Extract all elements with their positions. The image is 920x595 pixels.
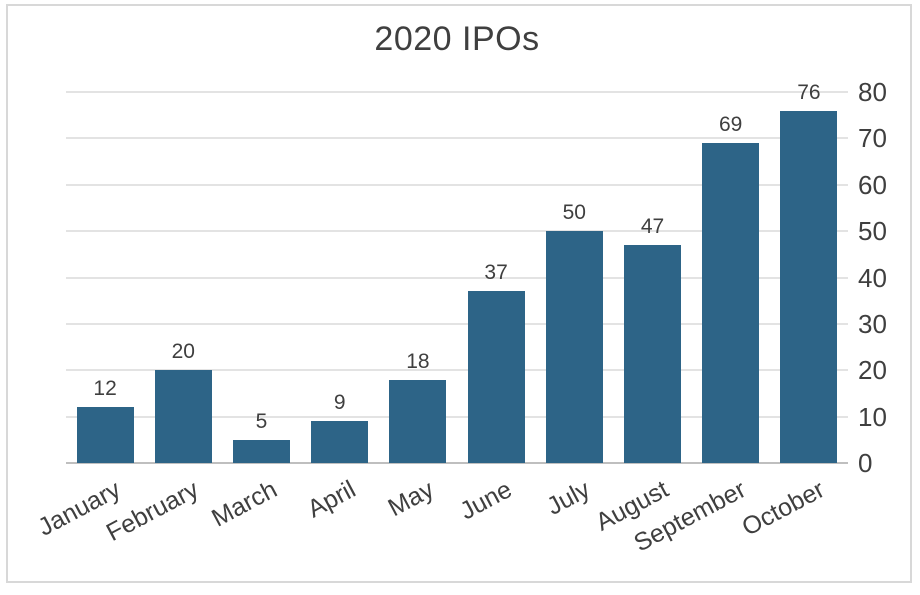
y-axis: 0 10 20 30 40 50 60 70 80 <box>858 0 918 595</box>
bar-value-label: 37 <box>484 261 508 285</box>
gridline <box>66 183 848 186</box>
bar-february <box>154 370 212 463</box>
y-tick-label: 10 <box>858 401 887 432</box>
bar-value-label: 9 <box>333 391 346 415</box>
bar-value-label: 18 <box>406 349 430 373</box>
bar-april <box>311 421 369 463</box>
y-tick-label: 40 <box>858 262 887 293</box>
bar-value-label: 50 <box>562 201 586 225</box>
y-tick-label: 0 <box>858 448 873 478</box>
bar-value-label: 5 <box>255 409 268 433</box>
x-axis-line <box>66 462 848 464</box>
plot-area: 12 20 5 9 18 37 50 47 69 76 <box>66 81 848 464</box>
y-tick-label: 60 <box>858 169 887 200</box>
gridline <box>66 91 848 93</box>
bar-value-label: 69 <box>719 113 743 137</box>
bar-september <box>702 143 760 463</box>
bar-october <box>780 110 838 463</box>
gridline <box>66 230 848 233</box>
bar-value-label: 20 <box>171 340 195 364</box>
gridline <box>66 322 848 325</box>
y-tick-label: 70 <box>858 123 887 154</box>
bar-january <box>76 407 134 463</box>
bar-may <box>389 379 447 463</box>
bar-july <box>545 231 603 463</box>
y-tick-label: 80 <box>858 77 887 107</box>
chart-frame <box>6 4 912 583</box>
gridline <box>66 415 848 418</box>
chart-title: 2020 IPOs <box>374 20 540 58</box>
bar-june <box>467 291 525 463</box>
bar-value-label: 47 <box>640 215 665 239</box>
y-tick-label: 20 <box>858 355 887 386</box>
gridline <box>66 369 848 372</box>
gridline <box>66 276 848 279</box>
y-tick-label: 50 <box>858 216 887 247</box>
gridline <box>66 137 848 140</box>
bar-august <box>624 245 681 463</box>
y-tick-label: 30 <box>858 308 887 339</box>
bar-march <box>233 439 290 463</box>
bar-value-label: 12 <box>93 377 117 401</box>
bar-value-label: 76 <box>797 80 821 104</box>
